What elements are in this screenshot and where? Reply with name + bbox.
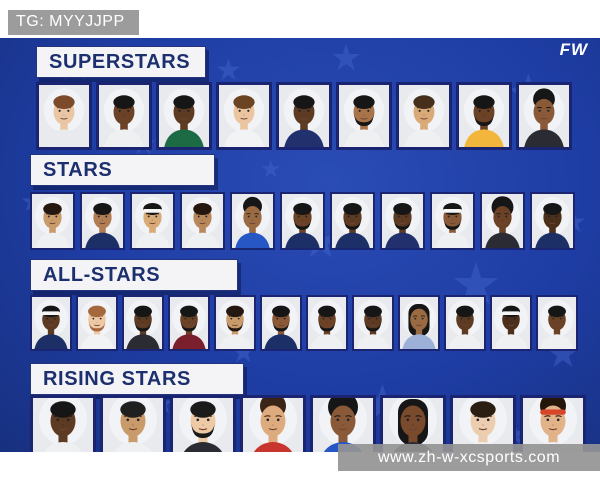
photo-row [30,192,600,250]
player-photo [480,192,525,250]
tier-section-all-stars: ALL-STARS [30,259,600,351]
player-photo [130,192,175,250]
player-photo [214,295,256,351]
tier-label: STARS [30,154,215,186]
photo-row [36,82,600,150]
player-photo [260,295,302,351]
player-photo [240,395,306,452]
player-photo [100,395,166,452]
player-photo [536,295,578,351]
player-photo [430,192,475,250]
player-photo [520,395,586,452]
player-photo [180,192,225,250]
player-photo [490,295,532,351]
player-photo [168,295,210,351]
player-photo [30,295,72,351]
player-photo [444,295,486,351]
tg-badge: TG: MYYJJPP [8,10,139,35]
tier-label: SUPERSTARS [36,46,206,78]
player-photo [36,82,92,150]
watermark: www.zh-w-xcsports.com [338,444,600,471]
player-photo [30,395,96,452]
player-photo [276,82,332,150]
player-photo [396,82,452,150]
player-photo [330,192,375,250]
player-photo [306,295,348,351]
player-photo [80,192,125,250]
player-photo [380,192,425,250]
player-photo [122,295,164,351]
tier-section-superstars: SUPERSTARS [30,46,600,150]
player-photo [352,295,394,351]
tier-board: ★★★★★★★★★★★★★★★★★★ FW SUPERSTARS [0,38,600,452]
player-photo [530,192,575,250]
tier-label: RISING STARS [30,363,244,395]
player-photo [230,192,275,250]
player-photo [76,295,118,351]
player-photo [336,82,392,150]
player-photo [30,192,75,250]
tier-section-stars: STARS [30,154,600,250]
player-photo [96,82,152,150]
photo-row [30,295,600,351]
tier-label: ALL-STARS [30,259,238,291]
tier-section-rising-stars: RISING STARS [30,363,600,452]
player-photo [156,82,212,150]
brand-mark: FW [559,40,588,59]
player-photo [280,192,325,250]
player-photo [398,295,440,351]
photo-row [30,395,600,452]
player-photo [456,82,512,150]
player-photo [170,395,236,452]
player-photo [310,395,376,452]
player-photo [216,82,272,150]
player-photo [516,82,572,150]
